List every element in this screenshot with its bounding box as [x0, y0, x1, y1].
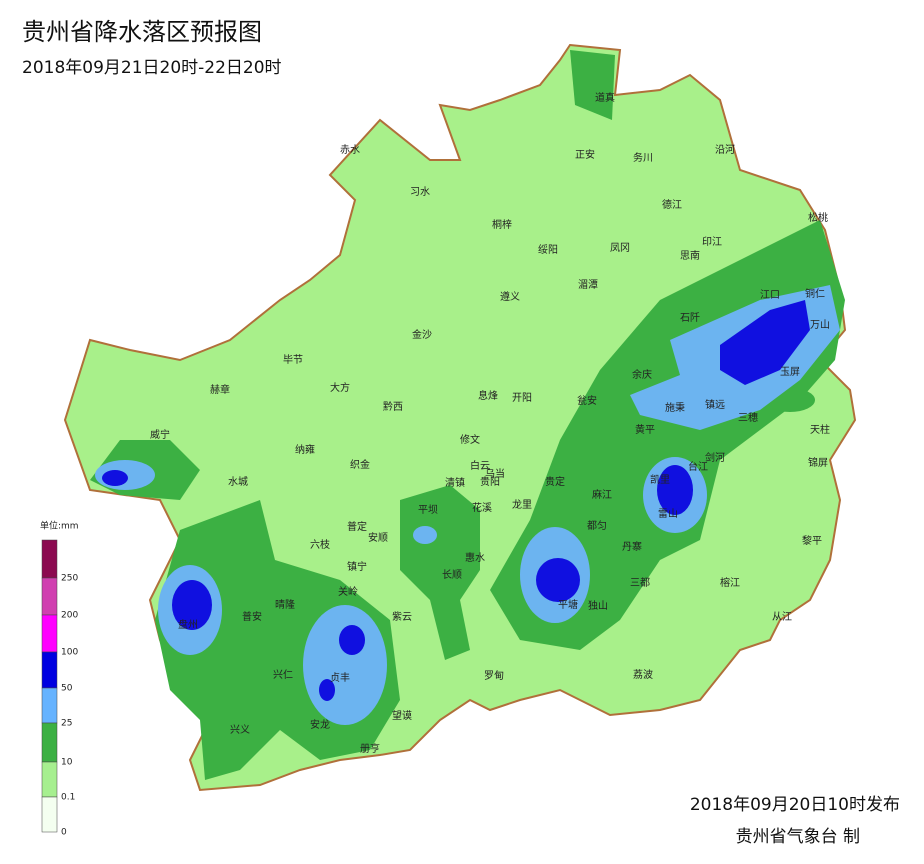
place-label: 荔波	[633, 668, 653, 681]
agency: 贵州省气象台 制	[736, 827, 860, 847]
place-label: 铜仁	[805, 288, 825, 300]
place-label: 长顺	[442, 569, 462, 581]
place-label: 水城	[228, 476, 248, 488]
place-label: 大方	[330, 381, 350, 394]
place-label: 锦屏	[808, 456, 828, 469]
place-label: 乌当	[485, 467, 505, 480]
legend-tick: 0	[61, 828, 67, 838]
place-label: 花溪	[472, 501, 492, 514]
place-label: 松桃	[808, 211, 828, 224]
legend-tick: 250	[61, 574, 78, 584]
place-label: 金沙	[412, 328, 432, 341]
place-label: 正安	[575, 148, 595, 161]
place-label: 绥阳	[538, 244, 558, 256]
place-label: 平塘	[558, 598, 578, 611]
place-label: 思南	[680, 249, 700, 262]
place-label: 六枝	[310, 538, 330, 551]
place-label: 德江	[662, 198, 682, 211]
place-label: 清镇	[445, 476, 465, 489]
place-label: 纳雍	[295, 443, 315, 456]
place-label: 开阳	[512, 392, 532, 404]
place-label: 施秉	[665, 401, 685, 414]
place-label: 都匀	[587, 520, 607, 532]
place-label: 剑河	[705, 451, 725, 464]
place-label: 赤水	[340, 144, 360, 156]
place-label: 雷山	[658, 508, 678, 520]
place-label: 盘州	[178, 618, 198, 631]
place-label: 镇宁	[347, 560, 367, 573]
rain-50-100	[102, 300, 810, 701]
place-label: 余庆	[632, 368, 652, 381]
place-label: 石阡	[680, 312, 700, 324]
place-label: 镇远	[705, 398, 725, 411]
place-label: 普定	[347, 520, 367, 533]
place-label: 安顺	[368, 531, 388, 544]
place-label: 江口	[760, 289, 780, 301]
legend-tick: 0.1	[61, 793, 75, 803]
place-label: 三都	[630, 577, 650, 589]
place-label: 修文	[460, 433, 480, 446]
place-label: 白云	[470, 459, 490, 472]
place-label: 紫云	[392, 611, 412, 623]
place-label: 务川	[633, 151, 653, 164]
place-label: 黔西	[383, 400, 403, 413]
place-label: 晴隆	[275, 598, 295, 611]
place-label: 望谟	[392, 709, 412, 722]
place-label: 台江	[688, 460, 708, 473]
place-label: 湄潭	[578, 279, 598, 291]
place-label: 桐梓	[492, 218, 512, 231]
legend-tick: 200	[61, 611, 78, 621]
place-label: 凯里	[650, 473, 670, 486]
place-label: 黄平	[635, 423, 655, 436]
place-label: 万山	[810, 319, 830, 331]
place-label: 瓮安	[577, 394, 597, 407]
place-label: 威宁	[150, 428, 170, 441]
place-label: 凤冈	[610, 242, 630, 254]
place-label: 龙里	[512, 498, 532, 511]
place-label: 织金	[350, 458, 370, 471]
place-label: 兴仁	[273, 669, 293, 681]
place-label: 关岭	[338, 585, 358, 598]
issue-time: 2018年09月20日10时发布	[690, 795, 900, 815]
place-label: 玉屏	[780, 366, 800, 378]
place-label: 贵定	[545, 475, 565, 488]
place-label: 贵阳	[480, 475, 500, 488]
place-label: 印江	[702, 236, 722, 248]
place-label: 独山	[588, 599, 608, 612]
place-label: 道真	[595, 91, 615, 104]
place-label: 从江	[772, 611, 792, 623]
place-label: 沿河	[715, 144, 735, 156]
place-label: 麻江	[592, 488, 612, 501]
place-label: 榕江	[720, 576, 740, 589]
place-label: 赫章	[210, 383, 230, 396]
place-label: 贞丰	[330, 671, 350, 684]
place-label: 黎平	[802, 534, 822, 547]
legend-tick: 100	[61, 648, 78, 658]
legend-unit: 单位:mm	[40, 520, 79, 532]
place-label: 安龙	[310, 718, 330, 731]
legend-bar	[41, 539, 58, 833]
place-label: 遵义	[500, 290, 520, 303]
place-label: 丹寨	[622, 540, 642, 553]
place-label: 毕节	[283, 353, 303, 366]
legend-tick: 25	[61, 719, 72, 729]
place-label: 罗甸	[484, 669, 504, 682]
place-label: 普安	[242, 610, 262, 623]
place-label: 息烽	[478, 389, 498, 402]
place-label: 惠水	[465, 551, 485, 564]
place-label: 习水	[410, 186, 430, 198]
place-label: 天柱	[810, 423, 830, 436]
title: 贵州省降水落区预报图	[22, 18, 262, 46]
legend-tick: 10	[61, 758, 73, 768]
place-label: 平坝	[418, 504, 438, 516]
place-label: 三穗	[738, 411, 758, 424]
place-label: 册亨	[360, 742, 380, 755]
place-label: 兴义	[230, 724, 250, 736]
subtitle: 2018年09月21日20时-22日20时	[22, 58, 282, 78]
legend-tick: 50	[61, 684, 73, 694]
